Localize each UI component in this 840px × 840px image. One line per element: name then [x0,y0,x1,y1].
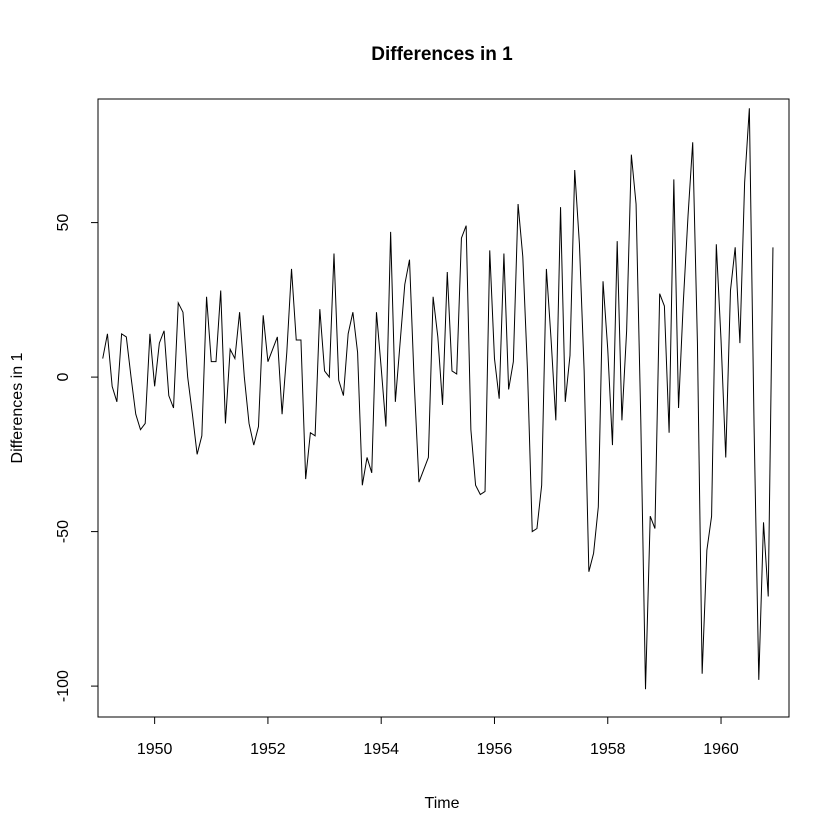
y-tick-label: 50 [55,214,72,232]
series-line [102,108,774,690]
plot-frame [97,98,790,718]
y-axis-label: Differences in 1 [9,352,26,463]
y-tick-label: 0 [55,373,72,382]
y-tick-label: -50 [55,520,72,543]
x-tick-label: 1956 [477,741,513,758]
x-tick-label: 1960 [703,741,739,758]
x-tick-label: 1950 [137,741,173,758]
x-tick-label: 1952 [250,741,286,758]
x-tick-label: 1954 [363,741,399,758]
x-axis-label: Time [425,795,460,812]
x-axis: 1950 1952 1954 1956 1958 1960 [137,716,739,758]
y-axis: -100 -50 0 50 [55,214,99,702]
y-tick-label: -100 [55,670,72,702]
x-tick-label: 1958 [590,741,626,758]
chart-title: Differences in 1 [371,44,513,65]
